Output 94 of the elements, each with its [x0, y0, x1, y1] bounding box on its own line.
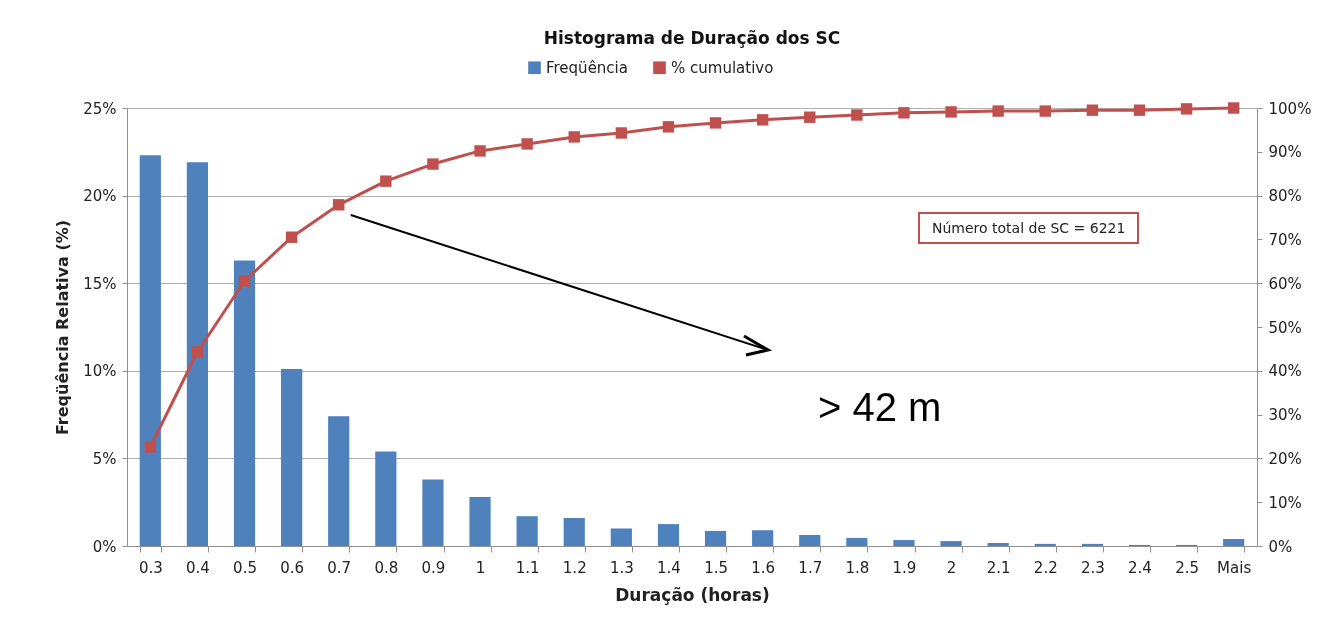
- x-tick-label: 1.9: [892, 558, 917, 577]
- annotation: > 42 m: [818, 385, 942, 430]
- x-tick-label: 1.2: [562, 558, 587, 577]
- x-tick-label: Mais: [1217, 558, 1252, 577]
- x-tick-label: 0.8: [374, 558, 399, 577]
- y2-tick-label: 20%: [1268, 449, 1302, 468]
- bar: [610, 528, 632, 546]
- x-axis-title: Duração (horas): [615, 584, 770, 605]
- x-tick-label: 2.4: [1128, 558, 1152, 577]
- legend-label: % cumulativo: [671, 58, 774, 77]
- point: [333, 199, 345, 211]
- y2-tick-label: 90%: [1268, 143, 1302, 162]
- bar: [186, 162, 209, 546]
- x-tick-label: 1.6: [751, 558, 776, 577]
- point: [427, 158, 439, 170]
- x-tick-label: 0.6: [280, 558, 305, 577]
- bar: [516, 516, 538, 546]
- point: [474, 145, 486, 157]
- bar: [233, 260, 256, 546]
- y-tick-label: 20%: [83, 187, 117, 206]
- bar: [375, 451, 397, 546]
- bar: [328, 416, 350, 546]
- y2-tick-label: 80%: [1268, 187, 1302, 206]
- bar: [422, 479, 444, 546]
- point: [380, 175, 392, 187]
- bar: [657, 524, 680, 546]
- x-tick-label: 1.1: [515, 558, 540, 577]
- x-tick-label: 2: [946, 558, 957, 577]
- y2-tick-label: 50%: [1268, 318, 1302, 337]
- x-tick-label: 1.8: [845, 558, 870, 577]
- point: [285, 231, 298, 243]
- point: [709, 117, 722, 129]
- point: [1039, 105, 1051, 117]
- y-tick-label: 5%: [92, 449, 117, 468]
- x-tick-label: 0.4: [185, 558, 210, 577]
- bar: [139, 155, 161, 546]
- bar: [1034, 543, 1056, 546]
- point: [851, 109, 863, 121]
- y-tick-label: 25%: [83, 99, 117, 118]
- x-tick-label: 0.3: [138, 558, 163, 577]
- bar: [893, 540, 915, 546]
- y2-tick-label: 70%: [1268, 230, 1302, 249]
- bar: [987, 543, 1009, 546]
- x-tick-label: 1.7: [798, 558, 823, 577]
- x-tick-label: 2.5: [1175, 558, 1200, 577]
- x-tick-label: 0.5: [233, 558, 257, 577]
- y-axis-title: Freqüência Relativa (%): [53, 219, 73, 436]
- point: [238, 275, 251, 287]
- annotation: Número total de SC = 6221: [918, 212, 1140, 244]
- y2-tick-label: 100%: [1268, 99, 1312, 118]
- point: [804, 111, 816, 123]
- point: [1086, 104, 1099, 116]
- bar: [940, 541, 962, 546]
- x-tick-label: 2.2: [1033, 558, 1058, 577]
- point: [615, 127, 628, 139]
- x-tick-label: 0.9: [421, 558, 446, 577]
- chart-title: Histograma de Duração dos SC: [543, 28, 841, 48]
- bar: [704, 530, 727, 546]
- bar: [1081, 543, 1103, 546]
- point: [568, 131, 580, 143]
- point: [144, 441, 157, 453]
- bar: [563, 517, 585, 546]
- y2-tick-label: 60%: [1268, 274, 1302, 293]
- x-tick-label: 2.1: [986, 558, 1011, 577]
- y2-tick-label: 10%: [1268, 493, 1302, 512]
- legend-label: Freqüência: [546, 58, 628, 77]
- point: [992, 105, 1004, 117]
- bar: [799, 534, 821, 546]
- x-tick-label: 1: [475, 558, 486, 577]
- y2-tick-label: 40%: [1268, 362, 1302, 381]
- y2-tick-label: 30%: [1268, 406, 1302, 425]
- point: [945, 106, 957, 118]
- x-tick-label: 0.7: [327, 558, 352, 577]
- y-tick-label: 0%: [92, 537, 117, 556]
- y2-tick-label: 0%: [1268, 537, 1293, 556]
- point: [756, 114, 769, 126]
- bar: [469, 496, 491, 546]
- x-tick-label: 1.4: [657, 558, 681, 577]
- y-tick-label: 10%: [83, 362, 117, 381]
- y-tick-label: 15%: [83, 274, 117, 293]
- point: [191, 346, 204, 358]
- point: [521, 138, 533, 150]
- x-tick-label: 1.5: [704, 558, 728, 577]
- point: [662, 121, 675, 133]
- point: [1180, 103, 1193, 115]
- bar: [281, 369, 303, 546]
- bar: [846, 537, 868, 546]
- x-tick-label: 2.3: [1080, 558, 1105, 577]
- bar: [1223, 538, 1245, 546]
- bar: [752, 530, 774, 546]
- point: [1133, 104, 1146, 116]
- x-tick-label: 1.3: [609, 558, 634, 577]
- point: [1227, 102, 1240, 114]
- point: [898, 107, 910, 119]
